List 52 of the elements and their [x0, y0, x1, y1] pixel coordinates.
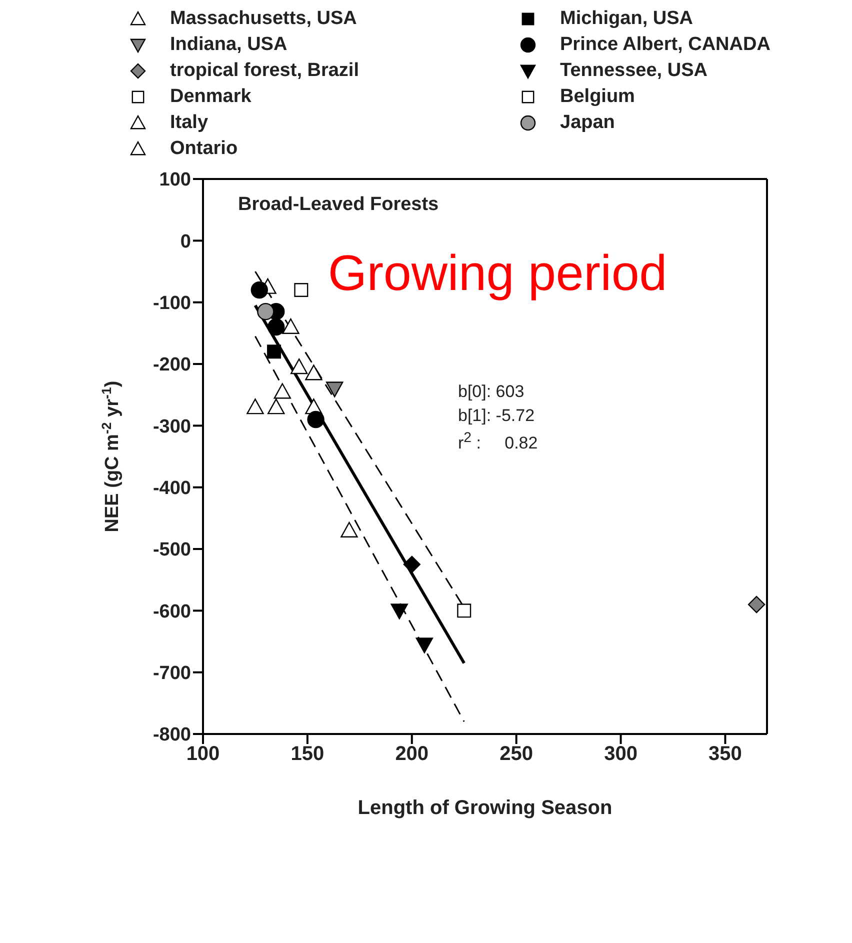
legend-label: Massachusetts, USA — [170, 8, 357, 30]
point — [290, 358, 308, 374]
legend-label: Japan — [560, 112, 615, 134]
y-tick-label: -100 — [152, 293, 191, 314]
y-tick-label: -700 — [152, 663, 191, 684]
x-tick-label: 150 — [290, 743, 324, 766]
point — [403, 556, 420, 574]
y-tick-label: -200 — [152, 354, 191, 376]
x-tick-label: 250 — [500, 743, 534, 766]
point — [268, 398, 285, 414]
legend-label: tropical forest, Brazil — [170, 60, 359, 82]
y-tick-label: 100 — [159, 170, 191, 191]
point — [267, 344, 282, 359]
annotation: b[1]: -5.72 — [458, 406, 535, 426]
y-tick-label: 0 — [180, 231, 191, 252]
point — [246, 398, 264, 414]
legend-label: Belgium — [560, 86, 635, 108]
legend-label: Tennessee, USA — [560, 60, 708, 82]
point — [282, 318, 300, 334]
y-tick-label: -500 — [152, 540, 191, 561]
legend-label: Denmark — [170, 86, 252, 108]
point — [294, 283, 308, 297]
point — [307, 410, 324, 428]
point — [748, 596, 766, 614]
point — [457, 604, 472, 618]
annotation: b[0]: 603 — [458, 382, 524, 402]
point — [250, 281, 268, 299]
annotation: Growing period — [328, 244, 668, 302]
legend-label: Ontario — [170, 138, 238, 160]
point — [326, 382, 344, 398]
point — [390, 604, 408, 620]
y-tick-label: -300 — [152, 416, 191, 438]
point — [305, 364, 322, 380]
x-tick-label: 300 — [604, 743, 638, 766]
y-tick-label: -600 — [152, 601, 191, 622]
legend-label: Indiana, USA — [170, 34, 288, 56]
point — [257, 303, 274, 320]
legend-label: Prince Albert, CANADA — [560, 34, 770, 56]
point — [268, 318, 285, 336]
point — [340, 522, 358, 538]
x-tick-label: 100 — [186, 743, 220, 766]
x-axis-title: Length of Growing Season — [358, 797, 612, 819]
x-tick-label: 200 — [395, 743, 429, 766]
annotation: r$^{2}$ : 0.82 — [458, 430, 538, 454]
annotation: Broad-Leaved Forests — [238, 194, 439, 216]
legend-label: Michigan, USA — [560, 8, 694, 30]
y-tick-label: -400 — [152, 478, 191, 500]
point — [416, 638, 434, 654]
x-tick-label: 350 — [708, 743, 742, 766]
y-tick-label: -800 — [152, 724, 191, 746]
legend-label: Italy — [170, 112, 208, 134]
point — [274, 383, 291, 399]
